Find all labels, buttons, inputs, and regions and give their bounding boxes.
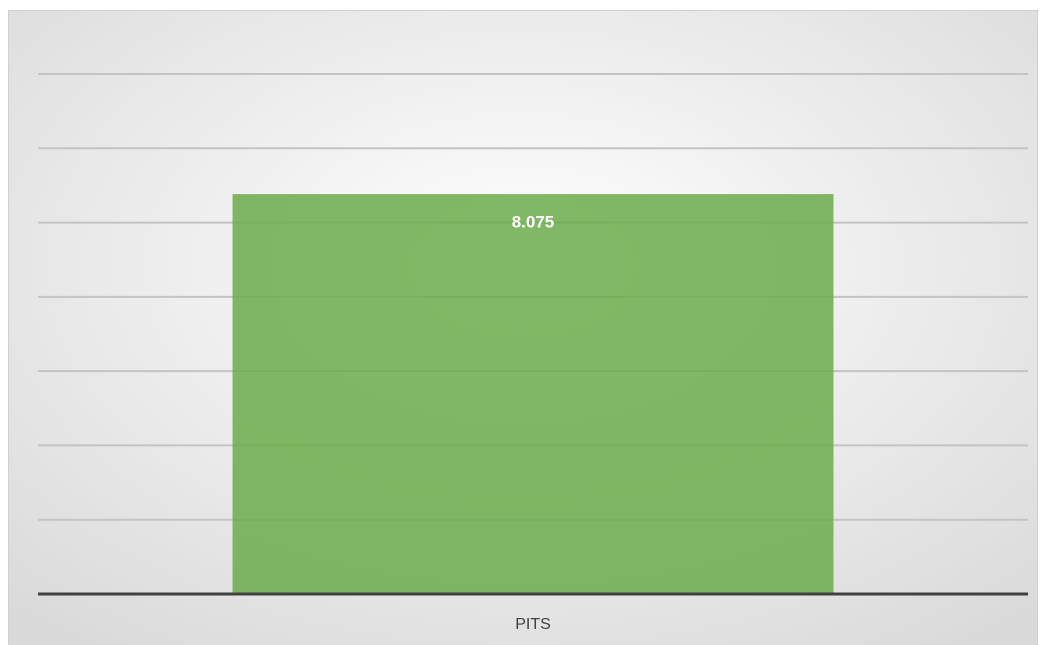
bar	[232, 194, 834, 594]
x-tick-label: PITS	[515, 616, 551, 633]
data-label: 8.075	[512, 213, 555, 232]
